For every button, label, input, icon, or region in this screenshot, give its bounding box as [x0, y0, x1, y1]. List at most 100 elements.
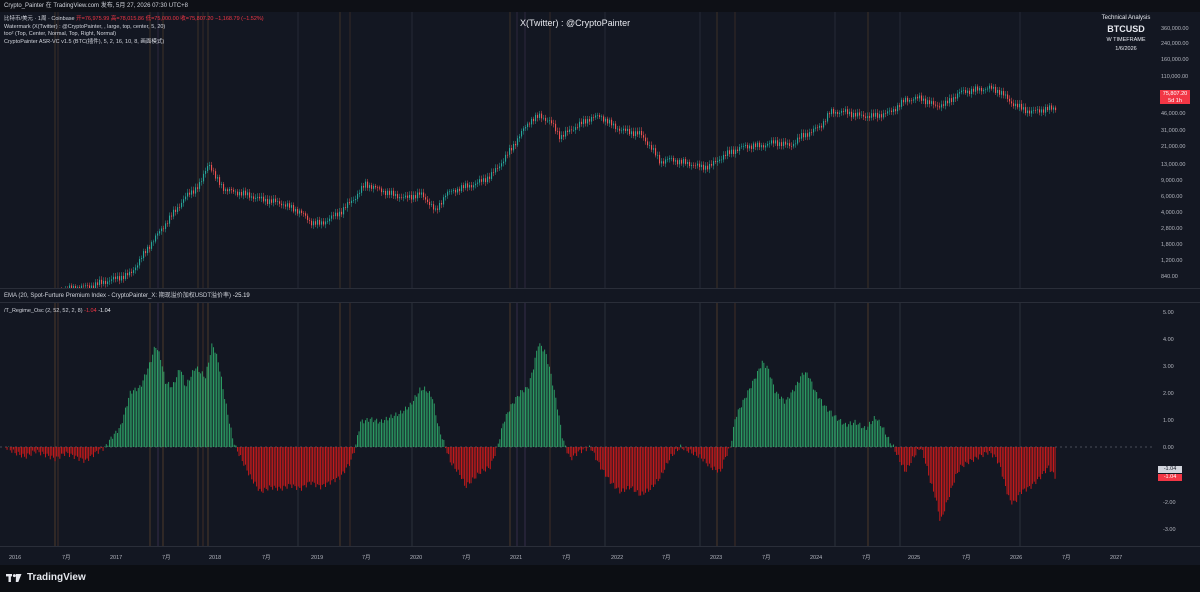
candle-body — [901, 99, 903, 107]
candle-body — [425, 197, 427, 200]
candle-body — [173, 209, 175, 217]
pane-separator[interactable] — [0, 288, 1200, 289]
osc-bar — [333, 447, 334, 480]
osc-bar — [1041, 447, 1043, 474]
osc-bar — [662, 447, 664, 474]
osc-bar — [35, 447, 37, 454]
price-chart-pane[interactable] — [0, 12, 1155, 288]
osc-bar — [416, 396, 418, 447]
candle-body — [983, 89, 985, 92]
candle-body — [729, 150, 731, 154]
time-axis-label: 2018 — [209, 555, 221, 561]
candle-body — [261, 196, 263, 199]
time-axis[interactable]: 2016 7月 2017 7月 2018 7月 2019 7月 2020 7月 2021 7月 2022… — [0, 547, 1155, 565]
candle-body — [393, 190, 395, 196]
candle-body — [677, 160, 679, 165]
osc-bar — [733, 426, 734, 447]
legend-symbol: 比特币/美元 · 1周 · Coinbase — [4, 16, 75, 22]
osc-bar — [229, 423, 230, 447]
candle-body — [411, 194, 413, 200]
osc-bar — [857, 424, 859, 447]
osc-bar — [817, 398, 819, 447]
osc-bar — [357, 435, 358, 447]
candle-body — [299, 210, 301, 214]
osc-bar — [795, 385, 797, 447]
candle-body — [373, 185, 375, 189]
osc-bar — [622, 447, 624, 489]
osc-bar — [421, 390, 422, 447]
candle-body — [565, 130, 567, 137]
oscillator-pane[interactable] — [0, 303, 1155, 546]
legend-row-indicator[interactable]: CryptoPainter ASR-VC v1.5 (BTC(插件), 5, 2… — [4, 38, 165, 45]
candle-body — [163, 228, 165, 230]
legend-row-watermark[interactable]: Watermark (X(Twitter) : @CryptoPainter, … — [4, 23, 166, 30]
osc-value-tag-white: -1.04 — [1158, 466, 1182, 473]
osc-bar — [422, 389, 424, 447]
osc-bar — [190, 376, 192, 447]
time-axis-label: 7月 — [962, 554, 971, 561]
price-axis[interactable]: 360,000.00 240,000.00 160,000.00 110,000.00… — [1155, 12, 1200, 288]
candle-body — [371, 185, 373, 189]
time-axis-label: 2016 — [9, 555, 21, 561]
candle-body — [191, 190, 193, 195]
osc-bar — [256, 447, 258, 487]
price-axis-label: 840.00 — [1161, 274, 1178, 280]
candle-body — [657, 154, 659, 156]
legend-row-table[interactable]: too² (Top, Center, Normal, Top, Right, N… — [4, 31, 117, 37]
oscillator-axis[interactable]: 5.00 4.00 3.00 2.00 1.00 0.00 -2.00 -3.00 — [1155, 303, 1200, 546]
candle-body — [991, 85, 993, 89]
pane-separator[interactable] — [0, 546, 1200, 547]
osc-bar — [961, 447, 963, 466]
time-axis-label: 7月 — [562, 554, 571, 561]
candle-body — [325, 221, 327, 225]
candle-body — [995, 86, 997, 93]
osc-bar — [257, 447, 259, 491]
osc-bar — [313, 447, 315, 483]
osc-bar — [200, 373, 202, 447]
osc-bar — [688, 447, 690, 453]
osc-bar — [245, 447, 246, 465]
pane-separator[interactable] — [0, 302, 1200, 303]
osc-bar — [360, 421, 362, 447]
osc-axis-label: 5.00 — [1163, 310, 1174, 316]
osc-bar — [771, 378, 773, 447]
watermark-text: X(Twitter) : @CryptoPainter — [520, 18, 631, 28]
osc-bar — [195, 368, 197, 447]
candle-body — [803, 133, 805, 138]
osc-bar — [1032, 447, 1034, 484]
osc-bar — [16, 447, 18, 456]
osc-bar — [849, 421, 851, 447]
osc-bar — [993, 447, 995, 455]
candle-body — [401, 197, 403, 198]
osc-bar — [880, 426, 882, 447]
candle-body — [707, 165, 709, 170]
osc-bar — [542, 351, 544, 447]
candle-body — [375, 185, 377, 188]
osc-bar — [704, 447, 706, 459]
osc-bar — [957, 447, 958, 474]
osc-bar — [182, 374, 184, 447]
osc-bar — [312, 447, 314, 482]
candle-body — [287, 203, 289, 207]
osc-bar — [493, 447, 494, 459]
osc-bar — [297, 447, 299, 487]
osc-bar — [334, 447, 336, 483]
osc-bar — [769, 377, 771, 447]
candle-body — [187, 192, 189, 197]
osc-bar — [209, 355, 211, 447]
oscillator-legend[interactable]: /T_Regime_Osc (2, 52, 52, 2, 8) -1.04 -1… — [4, 308, 111, 314]
osc-bar — [417, 393, 419, 447]
legend-row-symbol[interactable]: 比特币/美元 · 1周 · Coinbase 开=76,975.99 高=78,… — [4, 16, 264, 24]
osc-bar — [585, 447, 587, 452]
candle-body — [621, 130, 623, 132]
candle-body — [759, 142, 761, 148]
osc-bar — [609, 447, 611, 484]
osc-bar — [365, 420, 366, 447]
candle-body — [559, 131, 561, 140]
candle-body — [447, 191, 449, 196]
tradingview-logo[interactable]: TradingView — [6, 572, 86, 583]
osc-bar — [112, 438, 114, 447]
osc-bar — [1014, 447, 1016, 501]
osc-axis-label: 4.00 — [1163, 337, 1174, 343]
ema-indicator-legend[interactable]: EMA (20, Spot-Furture Premium Index - Cr… — [4, 290, 250, 299]
